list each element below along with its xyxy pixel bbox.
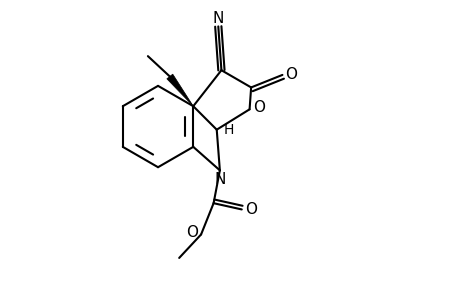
- Text: N: N: [214, 172, 225, 187]
- Text: O: O: [185, 225, 197, 240]
- Text: O: O: [253, 100, 265, 115]
- Text: O: O: [285, 68, 297, 82]
- Text: O: O: [245, 202, 257, 217]
- Polygon shape: [167, 74, 193, 106]
- Text: H: H: [223, 123, 233, 137]
- Text: N: N: [212, 11, 224, 26]
